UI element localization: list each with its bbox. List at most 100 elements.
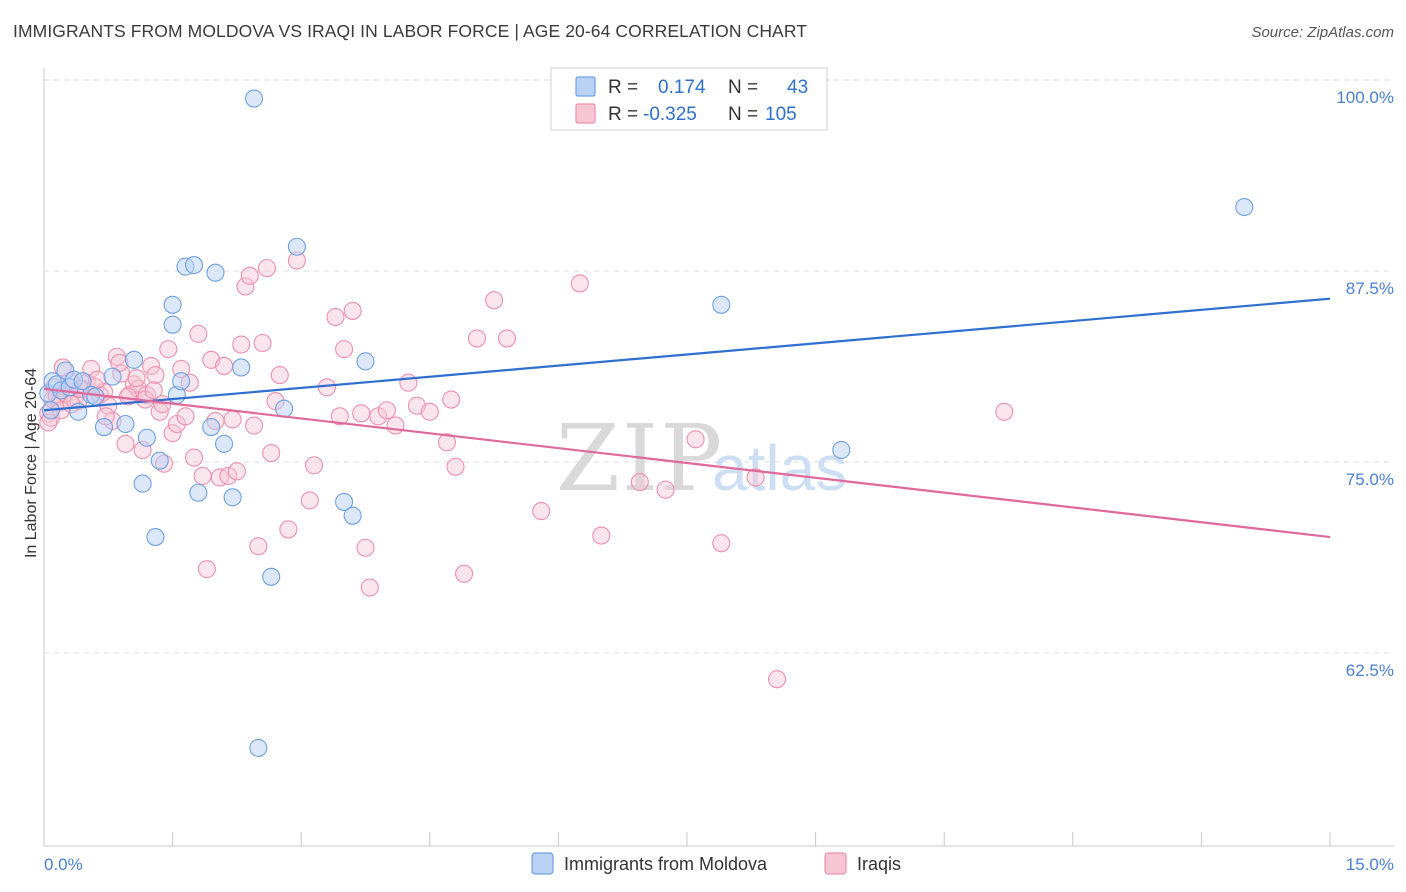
point-iraqi <box>767 670 787 689</box>
point-iraqi <box>995 402 1014 421</box>
point-iraqi <box>335 340 354 359</box>
y-axis-label: In Labor Force | Age 20-64 <box>23 368 40 558</box>
point-iraqi <box>712 534 731 553</box>
point-moldova <box>832 440 851 460</box>
point-iraqi <box>227 462 246 481</box>
point-moldova <box>124 350 144 369</box>
point-iraqi <box>386 416 405 435</box>
point-moldova <box>150 451 169 470</box>
point-iraqi <box>455 564 474 583</box>
point-iraqi <box>262 443 281 463</box>
point-iraqi <box>746 468 765 487</box>
point-iraqi <box>442 390 461 409</box>
point-iraqi <box>352 404 371 423</box>
x-tick-label-max: 15.0% <box>1346 855 1394 874</box>
point-moldova <box>214 434 234 453</box>
point-iraqi <box>300 491 319 510</box>
point-moldova <box>73 372 92 391</box>
point-iraqi <box>236 277 255 296</box>
point-iraqi <box>163 424 182 443</box>
source-note: Source: ZipAtlas.com <box>1251 24 1394 41</box>
legend-r-value-2: -0.325 <box>643 104 697 125</box>
point-iraqi <box>686 430 705 449</box>
point-moldova <box>133 474 152 493</box>
point-iraqi <box>142 356 161 375</box>
x-ticks <box>43 832 1331 846</box>
point-moldova <box>275 399 294 418</box>
bottom-legend-swatch-iraqi <box>824 852 847 875</box>
point-iraqi <box>437 433 456 452</box>
point-iraqi <box>146 366 165 385</box>
point-iraqi <box>630 473 649 492</box>
series-iraqis <box>39 251 1014 689</box>
point-iraqi <box>485 291 504 310</box>
point-moldova <box>343 506 362 525</box>
x-tick-label-min: 0.0% <box>44 855 83 874</box>
y-tick-label: 100.0% <box>1336 88 1394 107</box>
bottom-legend-label-moldova: Immigrants from Moldova <box>564 854 768 874</box>
point-moldova <box>287 237 306 256</box>
y-tick-label: 62.5% <box>1346 661 1394 680</box>
point-iraqi <box>270 366 289 385</box>
point-moldova <box>146 528 165 547</box>
legend-r-label-2: R = <box>608 104 638 125</box>
stats-legend: R = 0.174 N = 43 R = -0.325 N = 105 <box>550 67 828 131</box>
point-iraqi <box>399 373 418 392</box>
point-iraqi <box>184 448 204 467</box>
point-moldova <box>189 483 208 502</box>
point-iraqi <box>249 537 268 556</box>
point-iraqi <box>377 401 396 420</box>
point-iraqi <box>232 335 251 354</box>
point-iraqi <box>176 407 195 426</box>
point-iraqi <box>592 526 611 545</box>
point-iraqi <box>257 259 276 278</box>
point-iraqi <box>214 356 234 375</box>
point-moldova <box>163 315 182 334</box>
point-moldova <box>103 367 122 386</box>
point-iraqi <box>656 480 675 499</box>
point-iraqi <box>189 324 208 343</box>
point-moldova <box>172 372 191 391</box>
point-iraqi <box>116 434 135 453</box>
point-moldova <box>116 414 135 434</box>
point-moldova <box>262 567 281 586</box>
point-iraqi <box>343 301 362 320</box>
point-iraqi <box>330 407 349 426</box>
point-iraqi <box>82 359 101 379</box>
point-iraqi <box>467 329 487 348</box>
point-iraqi <box>420 402 439 421</box>
stats-legend-box <box>550 67 828 131</box>
point-iraqi <box>244 416 264 435</box>
point-moldova <box>137 428 156 447</box>
point-moldova <box>206 263 225 282</box>
chart-title: IMMIGRANTS FROM MOLDOVA VS IRAQI IN LABO… <box>13 21 808 41</box>
point-iraqi <box>279 520 298 539</box>
point-iraqi <box>446 457 465 476</box>
legend-swatch-iraqi <box>575 103 596 124</box>
point-iraqi <box>219 466 238 485</box>
trend-lines <box>43 297 1331 539</box>
point-iraqi <box>159 340 178 359</box>
legend-n-value-2: 105 <box>765 104 797 125</box>
point-iraqi <box>193 466 212 485</box>
legend-r-label-1: R = <box>608 77 638 98</box>
point-moldova <box>223 488 242 507</box>
point-moldova <box>244 89 264 108</box>
y-tick-labels: 100.0% 87.5% 75.0% 62.5% <box>1336 88 1394 680</box>
legend-n-label-2: N = <box>728 104 758 125</box>
point-moldova <box>184 256 204 275</box>
point-moldova <box>202 417 221 437</box>
y-tick-label: 75.0% <box>1346 470 1394 489</box>
legend-n-label-1: N = <box>728 77 758 98</box>
point-moldova <box>94 417 114 437</box>
series-legend: Immigrants from Moldova Iraqis <box>531 852 901 875</box>
point-iraqi <box>240 266 259 285</box>
point-moldova <box>712 295 731 314</box>
point-moldova <box>1235 197 1254 217</box>
trend-line-iraqi <box>43 387 1331 539</box>
bottom-legend-swatch-moldova <box>531 852 554 875</box>
point-iraqi <box>326 307 345 327</box>
point-moldova <box>335 492 354 511</box>
point-iraqi <box>532 502 551 521</box>
point-iraqi <box>360 578 379 597</box>
